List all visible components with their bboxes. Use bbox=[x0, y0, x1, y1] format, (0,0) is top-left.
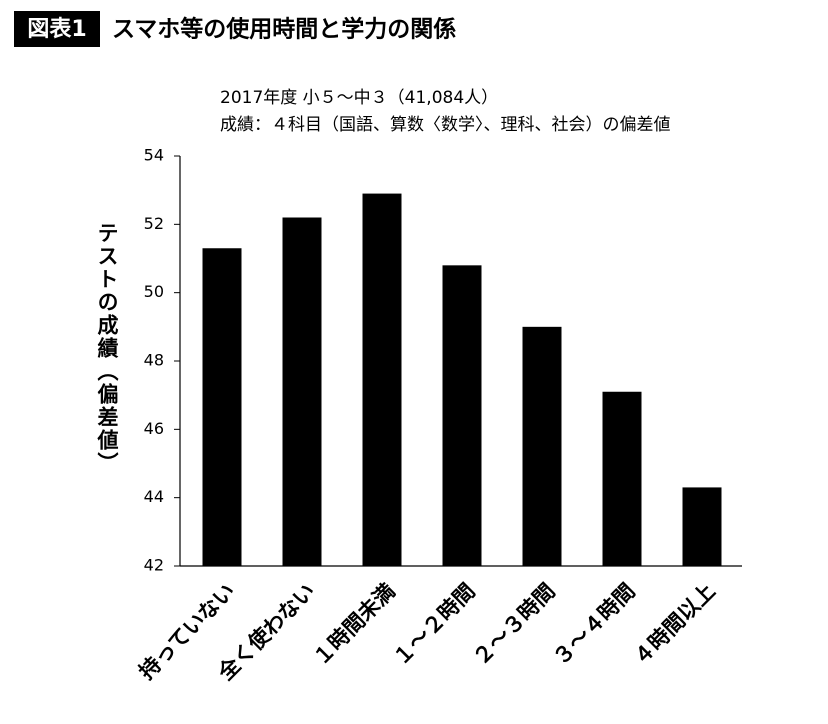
y-tick-label: 48 bbox=[144, 351, 164, 370]
y-tick-label: 44 bbox=[144, 487, 164, 506]
bar bbox=[202, 248, 242, 566]
subtitle: 成績：４科目（国語、算数〈数学〉、理科、社会）の偏差値 bbox=[220, 115, 671, 135]
x-tick-label: ３～４時間 bbox=[549, 579, 640, 670]
x-tick-label: １～２時間 bbox=[389, 579, 480, 670]
y-tick-label: 52 bbox=[144, 214, 164, 233]
bar bbox=[442, 265, 482, 566]
x-tick-label: ４時間以上 bbox=[629, 579, 720, 670]
bar bbox=[362, 193, 402, 567]
x-tick-label: ２～３時間 bbox=[469, 579, 560, 670]
y-tick-label: 42 bbox=[144, 556, 164, 575]
bar bbox=[682, 487, 722, 566]
bar bbox=[282, 217, 322, 566]
bar bbox=[602, 391, 642, 566]
figure-label: 図表1 bbox=[27, 17, 86, 42]
y-axis-label: テストの成績（偏差値） bbox=[95, 222, 119, 475]
chart-title: スマホ等の使用時間と学力の関係 bbox=[112, 16, 456, 43]
x-tick-label: １時間未満 bbox=[309, 579, 400, 670]
figure-label-box bbox=[14, 11, 100, 47]
y-tick-label: 50 bbox=[144, 282, 164, 301]
bar bbox=[522, 326, 562, 566]
y-tick-label: 54 bbox=[144, 146, 164, 165]
y-tick-label: 46 bbox=[144, 419, 164, 438]
subtitle: 2017年度 小５～中３（41,084人） bbox=[220, 88, 498, 108]
